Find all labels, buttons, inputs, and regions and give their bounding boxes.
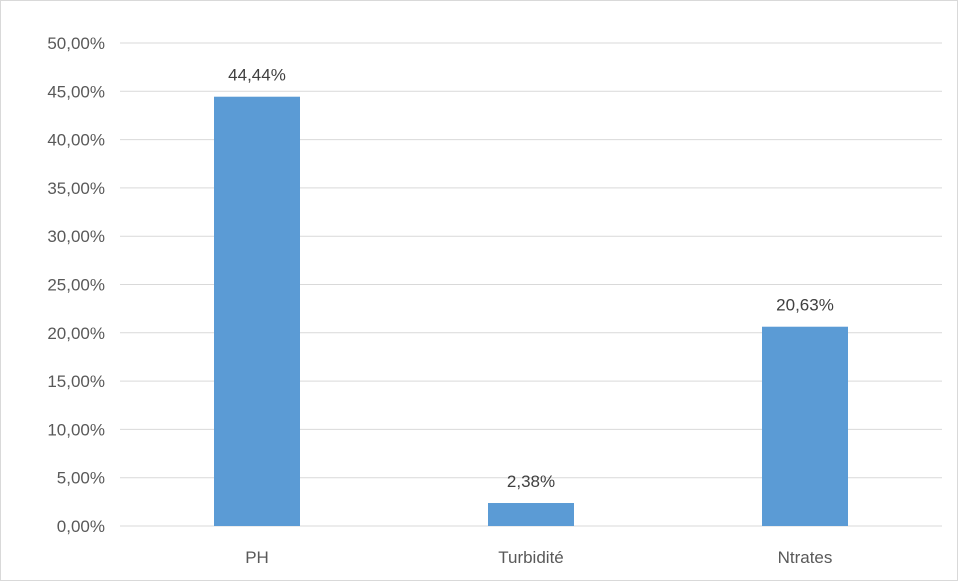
x-category-label: Ntrates <box>778 548 833 567</box>
y-tick-label: 20,00% <box>47 324 105 343</box>
x-category-label: Turbidité <box>498 548 564 567</box>
y-tick-label: 0,00% <box>57 517 105 536</box>
data-label: 44,44% <box>228 66 286 85</box>
y-axis-tick-labels: 0,00% 5,00% 10,00% 15,00% 20,00% 25,00% 30,00%… <box>47 34 105 536</box>
bar-turbidité <box>488 503 574 526</box>
y-tick-label: 40,00% <box>47 131 105 150</box>
y-tick-label: 10,00% <box>47 420 105 439</box>
data-label: 20,63% <box>776 296 834 315</box>
y-tick-label: 50,00% <box>47 34 105 53</box>
y-tick-label: 35,00% <box>47 179 105 198</box>
bar-ntrates <box>762 326 848 526</box>
x-category-label: PH <box>245 548 269 567</box>
y-tick-label: 15,00% <box>47 372 105 391</box>
data-labels: 44,44% 2,38% 20,63% <box>228 66 834 491</box>
y-tick-label: 30,00% <box>47 227 105 246</box>
x-axis-category-labels: PH Turbidité Ntrates <box>245 548 832 567</box>
y-tick-label: 25,00% <box>47 276 105 295</box>
y-tick-label: 5,00% <box>57 469 105 488</box>
y-tick-label: 45,00% <box>47 82 105 101</box>
bar-ph <box>214 96 300 527</box>
bars <box>214 96 848 527</box>
data-label: 2,38% <box>507 472 555 491</box>
